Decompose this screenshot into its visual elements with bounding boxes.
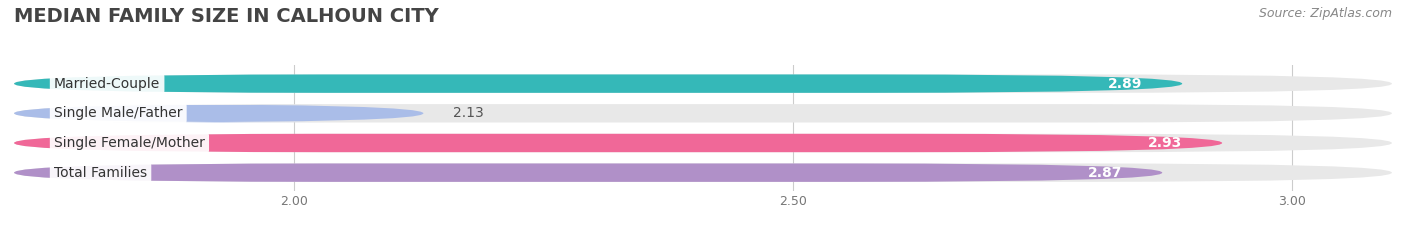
FancyBboxPatch shape — [14, 134, 1392, 152]
Text: 2.87: 2.87 — [1088, 166, 1122, 180]
Text: Source: ZipAtlas.com: Source: ZipAtlas.com — [1258, 7, 1392, 20]
FancyBboxPatch shape — [14, 134, 1222, 152]
FancyBboxPatch shape — [14, 74, 1182, 93]
FancyBboxPatch shape — [14, 74, 1392, 93]
FancyBboxPatch shape — [14, 164, 1163, 182]
Text: 2.13: 2.13 — [453, 106, 484, 120]
FancyBboxPatch shape — [14, 164, 1392, 182]
Text: Single Male/Father: Single Male/Father — [53, 106, 183, 120]
Text: Total Families: Total Families — [53, 166, 148, 180]
Text: Married-Couple: Married-Couple — [53, 77, 160, 91]
Text: MEDIAN FAMILY SIZE IN CALHOUN CITY: MEDIAN FAMILY SIZE IN CALHOUN CITY — [14, 7, 439, 26]
Text: 2.93: 2.93 — [1149, 136, 1182, 150]
Text: Single Female/Mother: Single Female/Mother — [53, 136, 205, 150]
FancyBboxPatch shape — [14, 104, 1392, 123]
Text: 2.89: 2.89 — [1108, 77, 1142, 91]
FancyBboxPatch shape — [14, 104, 423, 123]
